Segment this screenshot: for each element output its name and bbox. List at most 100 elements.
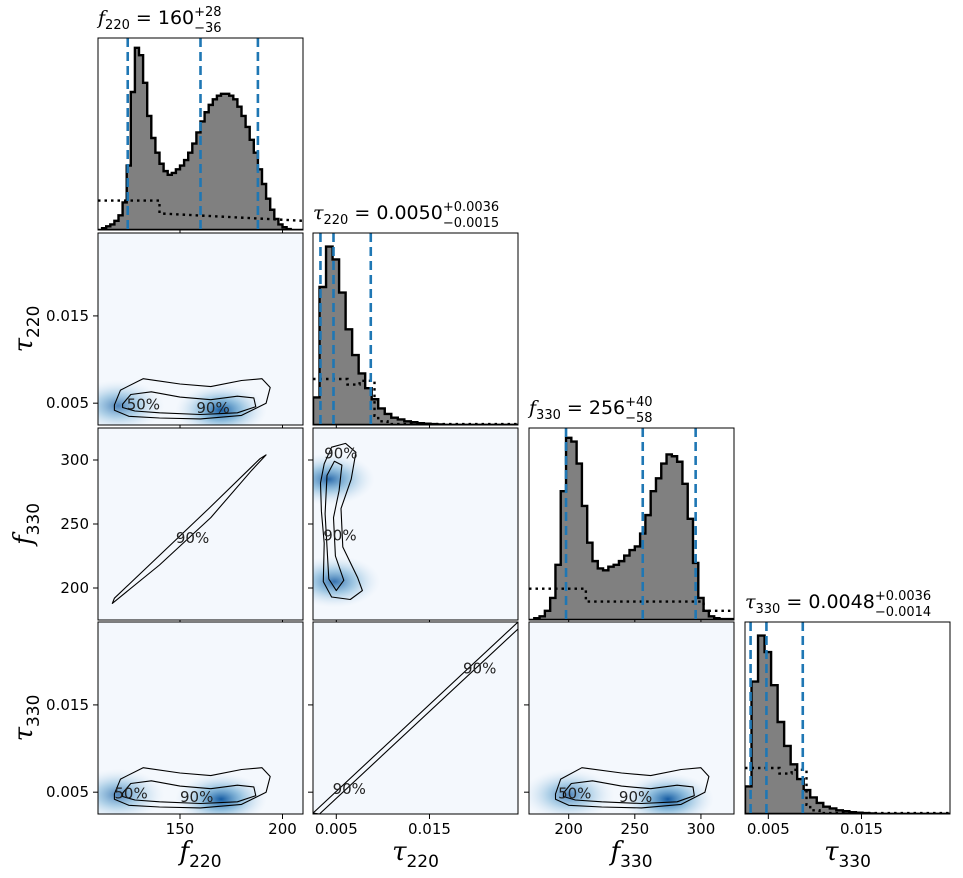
prior-line xyxy=(313,377,518,425)
contour-label: 90% xyxy=(180,788,213,806)
axis-label-subscript: 330 xyxy=(620,852,652,872)
panel-frame xyxy=(97,427,304,621)
panel-content: 90% 90% xyxy=(313,428,518,620)
axis-label: f220 xyxy=(177,837,221,872)
contour-90pct xyxy=(324,460,345,592)
contour-50pct xyxy=(122,780,257,805)
panel-title: f220 = 160+28 xyxy=(96,5,222,33)
panel-f330: f330 = 256+40−58200250300 xyxy=(527,395,735,644)
prior-line xyxy=(745,766,950,814)
panel-content: 50% 90% xyxy=(98,233,303,425)
prior-line xyxy=(529,587,734,612)
panel-title: τ330 = 0.0048+0.0036 xyxy=(745,589,931,617)
panel-content xyxy=(313,233,518,425)
contour-label: 90% xyxy=(176,529,209,547)
density-peak xyxy=(98,379,165,425)
histogram xyxy=(529,436,734,620)
axis-label-symbol: τ xyxy=(9,726,39,741)
title-plus: +0.0036 xyxy=(443,200,499,215)
axis-label: τ330 xyxy=(9,695,44,742)
panel-f330_vs_f220: 90% 200 250 300 f330 xyxy=(9,427,304,625)
contour-90pct xyxy=(554,767,710,809)
axis-label: τ220 xyxy=(9,306,44,353)
x-tick-label: 0.015 xyxy=(840,820,883,838)
title-minus: −58 xyxy=(625,411,652,426)
title-subscript: 220 xyxy=(324,213,349,228)
title-subscript: 220 xyxy=(105,18,130,33)
axis-label: τ330 xyxy=(824,837,871,872)
y-tick-label: 0.015 xyxy=(46,696,89,714)
panel-content xyxy=(98,38,303,230)
title-minus: −0.0015 xyxy=(443,216,499,231)
panel-tau220: τ220 = 0.0050+0.0036−0.00150.0050.015 xyxy=(312,200,519,449)
y-tick-label: 200 xyxy=(60,579,89,597)
x-tick-label: 300 xyxy=(687,820,716,838)
x-tick-label: 200 xyxy=(268,820,297,838)
x-tick-label: 0.005 xyxy=(747,820,790,838)
axis-label-subscript: 220 xyxy=(24,306,44,338)
title-minus: −0.0014 xyxy=(875,605,931,620)
panel-tau220_vs_f220: 50%90%0.0050.015150200τ220 xyxy=(9,232,304,449)
title-symbol: τ xyxy=(745,591,756,613)
y-tick-label: 0.005 xyxy=(46,394,89,412)
title-symbol: f xyxy=(527,397,539,419)
panel-frame xyxy=(312,427,519,621)
x-tick-label: 250 xyxy=(620,820,649,838)
title-plus: +0.0036 xyxy=(875,589,931,604)
axis-label-symbol: τ xyxy=(824,837,839,867)
panel-title: f330 = 256+40 xyxy=(527,395,653,423)
panel-frame xyxy=(528,427,735,621)
contour-label: 50% xyxy=(558,784,591,802)
histogram xyxy=(745,634,950,814)
x-tick-label: 150 xyxy=(166,820,195,838)
panel-tau330_vs_f220: 50% 90% 0.005 0.015 150 200 f220 τ330 xyxy=(9,621,304,872)
contour-label: 90% xyxy=(463,659,496,677)
contour-90pct xyxy=(113,378,271,420)
contour-label: 50% xyxy=(127,395,160,413)
panel-tau330_vs_f330: 50% 90% 200 250 300 f330 xyxy=(524,621,735,872)
panel-frame xyxy=(97,232,304,426)
contour-90pct xyxy=(113,767,271,809)
y-tick-label: 300 xyxy=(60,451,89,469)
panel-content: 50% 90% xyxy=(529,622,734,814)
title-equals: = 0.0050 xyxy=(348,202,442,224)
x-tick-label: 200 xyxy=(554,820,583,838)
density-peak xyxy=(529,768,615,814)
panel-content: 90% 90% xyxy=(313,622,518,814)
title-symbol: f xyxy=(96,7,108,29)
axis-label-subscript: 220 xyxy=(406,852,438,872)
panel-frame xyxy=(744,621,951,815)
density-peak xyxy=(313,453,375,506)
contour-label: 90% xyxy=(333,780,366,798)
title-subscript: 330 xyxy=(536,408,561,423)
title-plus: +28 xyxy=(194,5,221,20)
panel-frame xyxy=(528,621,735,815)
histogram xyxy=(313,245,518,425)
axis-label: f330 xyxy=(9,503,44,547)
contour-label: 90% xyxy=(324,445,357,463)
axis-label-symbol: τ xyxy=(9,337,39,352)
x-tick-label: 0.015 xyxy=(408,820,451,838)
panel-frame xyxy=(97,621,304,815)
axis-label-subscript: 330 xyxy=(24,695,44,727)
title-equals: = 256 xyxy=(561,397,625,419)
y-tick-label: 0.005 xyxy=(46,783,89,801)
contour-label: 50% xyxy=(114,784,147,802)
title-subscript: 330 xyxy=(756,602,781,617)
axis-label-subscript: 220 xyxy=(189,852,221,872)
axis-label: f330 xyxy=(608,837,652,872)
contour-90pct xyxy=(319,442,363,601)
contour-50pct xyxy=(122,391,257,416)
contour-label: 90% xyxy=(323,527,356,545)
panel-f330_vs_tau220: 90% 90% xyxy=(308,427,519,625)
panel-title: τ220 = 0.0050+0.0036 xyxy=(313,200,499,228)
title-equals: = 160 xyxy=(130,7,194,29)
axis-label-subscript: 330 xyxy=(838,852,870,872)
contour-50pct xyxy=(562,780,695,805)
axis-label: τ220 xyxy=(392,837,439,872)
y-tick-label: 250 xyxy=(60,515,89,533)
title-plus: +40 xyxy=(625,395,652,410)
